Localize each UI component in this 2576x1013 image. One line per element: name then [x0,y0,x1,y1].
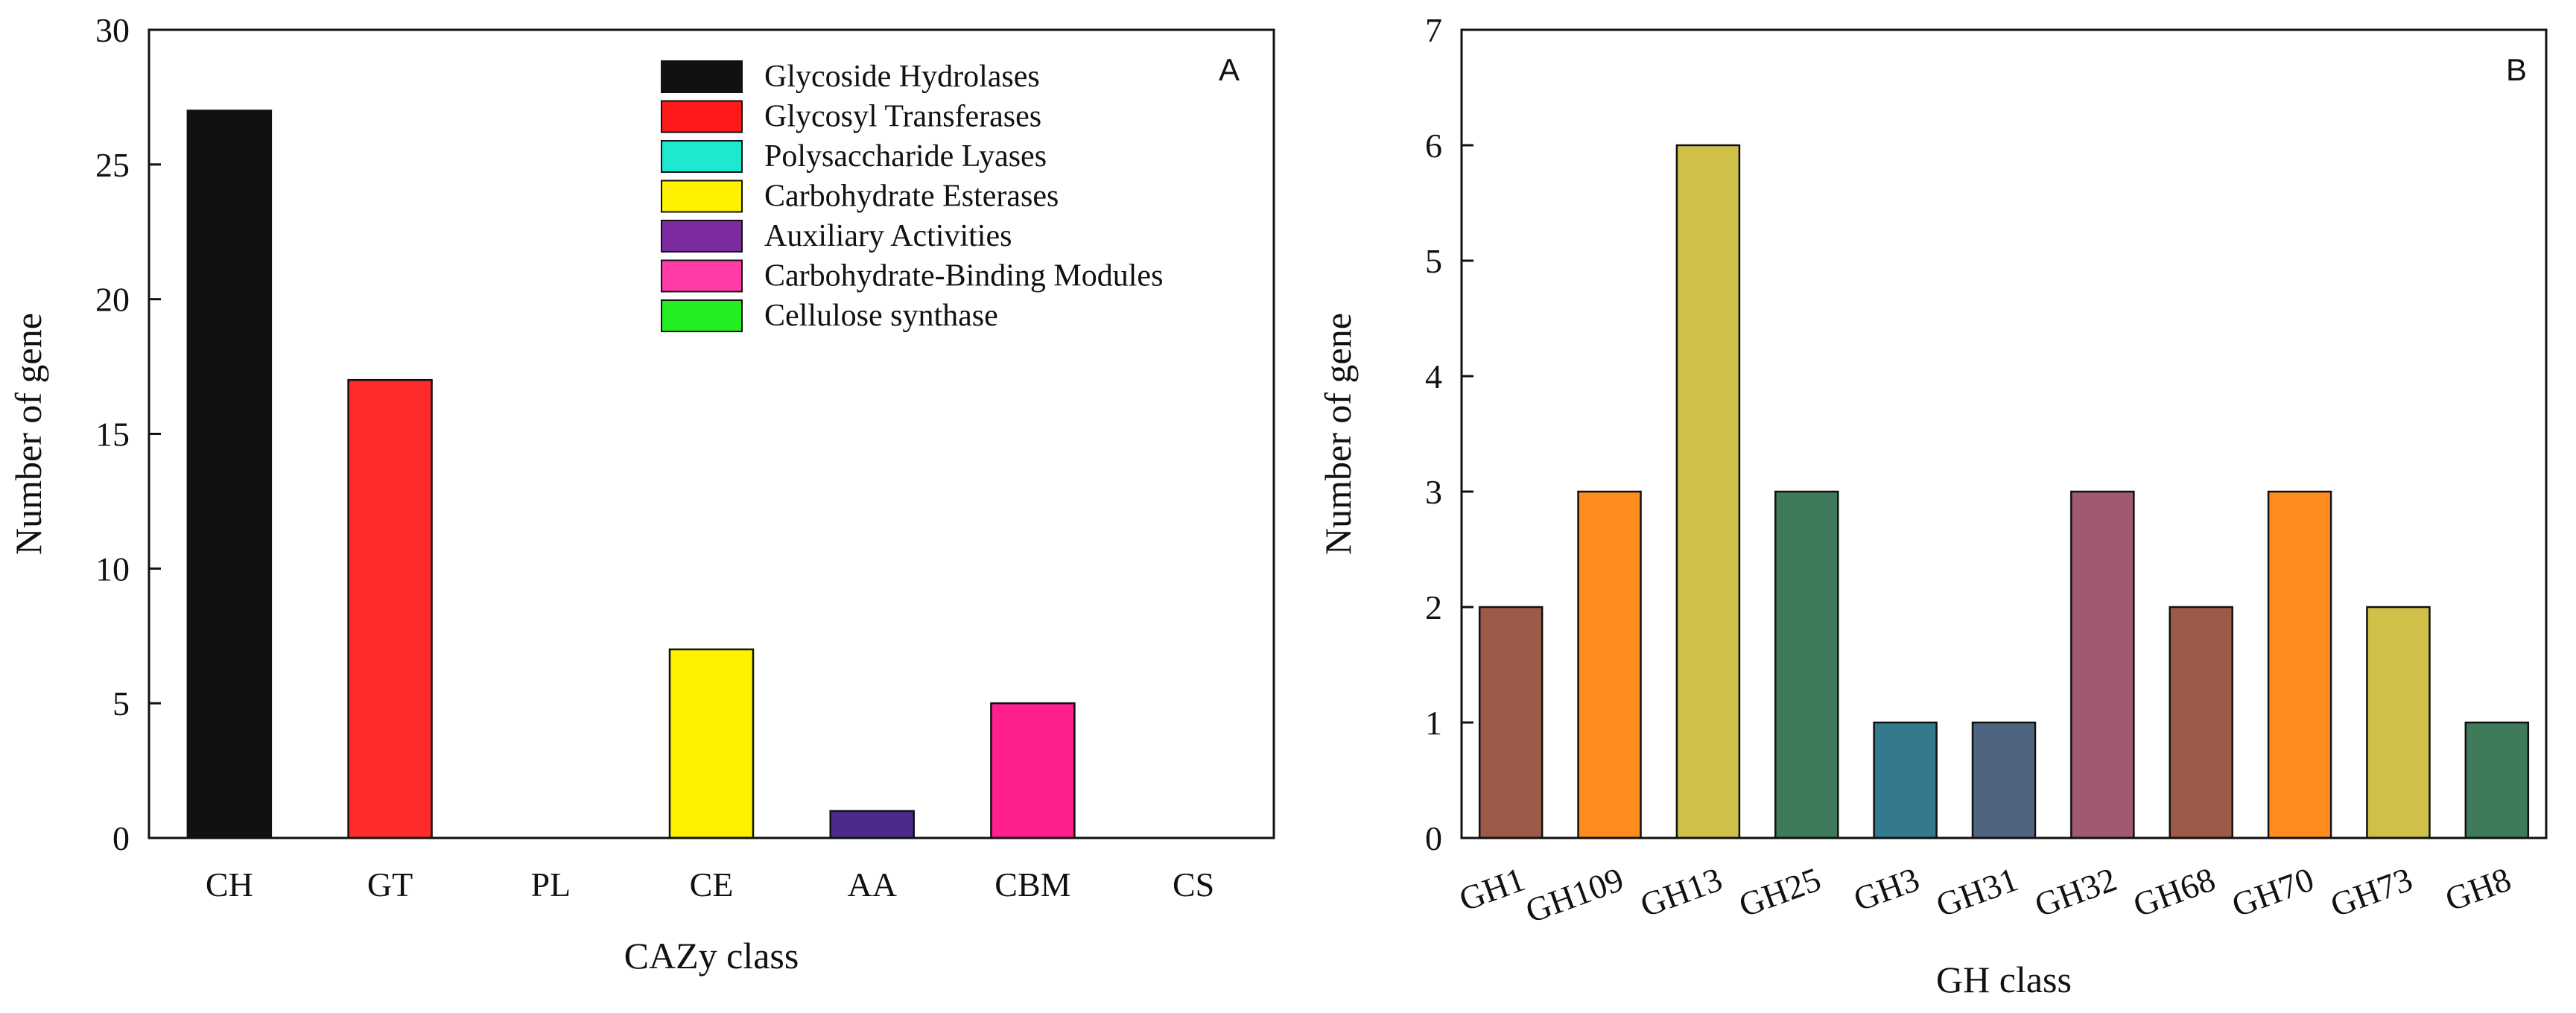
y-tick-label: 25 [95,146,130,184]
x-tick-label: CBM [994,866,1070,904]
bar-gt [347,378,433,839]
bar-cbm [990,702,1076,839]
x-tick-label: GH68 [2128,860,2220,924]
bar-gh70 [2267,490,2332,839]
x-tick-label: PL [530,866,571,904]
legend-swatch [661,259,743,293]
x-tick-label: CH [206,866,253,904]
x-tick-label: CS [1173,866,1214,904]
x-tick-label: GH109 [1520,860,1628,930]
bar-aa [829,810,915,839]
bar-gh8 [2464,721,2530,839]
legend-swatch [661,60,743,93]
x-tick-label: GH8 [2440,860,2516,918]
x-tick-label: GH70 [2227,860,2318,924]
legend: Glycoside Hydrolases Glycosyl Transferase… [661,60,1163,333]
bar-gh73 [2366,606,2431,839]
x-tick-label: GH31 [1931,860,2023,924]
bar-gh68 [2169,606,2233,839]
y-tick-label: 3 [1425,473,1442,511]
y-tick-label: 4 [1425,358,1442,396]
x-tick-label: GH32 [2030,860,2122,924]
legend-swatch [661,180,743,213]
y-tick-label: 7 [1425,11,1442,49]
legend-label: Carbohydrate-Binding Modules [764,259,1163,293]
legend-label: Cellulose synthase [764,299,998,333]
x-tick-label: GH3 [1849,860,1925,918]
bar-gh32 [2070,490,2135,839]
plot-frame [1460,28,2548,839]
y-tick-label: 6 [1425,127,1442,165]
x-tick-label: CE [690,866,734,904]
bar-gh31 [1971,721,2037,839]
y-tick-label: 1 [1425,704,1442,742]
y-tick-label: 0 [112,819,130,857]
x-tick-label: GH25 [1734,860,1826,924]
legend-swatch [661,100,743,133]
y-tick-label: 20 [95,281,130,319]
x-tick-label: AA [847,866,896,904]
panel-letter: A [1219,52,1240,87]
y-tick-label: 15 [95,416,130,454]
x-axis-title: CAZy class [624,935,799,977]
y-tick-label: 2 [1425,588,1442,626]
x-tick-label: GH73 [2326,860,2417,924]
y-tick-label: 30 [95,11,130,49]
legend-swatch [661,299,743,332]
legend-label: Auxiliary Activities [764,219,1012,253]
bar-gh13 [1675,144,1741,839]
legend-label: Carbohydrate Esterases [764,180,1059,214]
bar-gh109 [1577,490,1642,839]
bar-ch [186,109,273,839]
panel-letter: B [2506,52,2527,87]
panel-a: 0 5 10 15 20 25 30 CH GT PL CE AA CBM CS CAZy class Num… [7,11,1275,977]
x-tick-label: GH1 [1454,860,1530,918]
y-tick-label: 0 [1425,819,1442,857]
legend-label: Polysaccharide Lyases [764,139,1047,174]
y-tick-label: 5 [1425,242,1442,280]
bar-gh3 [1873,721,1938,839]
legend-swatch [661,140,743,173]
y-tick-label: 10 [95,550,130,588]
y-tick-label: 5 [112,685,130,723]
legend-label: Glycosyl Transferases [764,100,1041,134]
bar-ce [668,648,755,839]
y-axis-title: Number of gene [1317,313,1359,555]
x-tick-label: GT [367,866,413,904]
bar-gh1 [1478,606,1544,839]
y-axis-title: Number of gene [7,313,49,555]
legend-swatch [661,220,743,253]
bar-gh25 [1774,490,1839,839]
legend-label: Glycoside Hydrolases [764,60,1040,94]
x-axis-title: GH class [1936,959,2072,1000]
x-tick-label: GH13 [1635,860,1727,924]
